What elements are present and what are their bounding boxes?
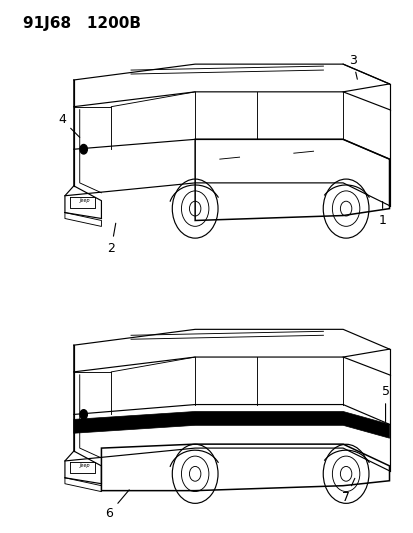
- Circle shape: [80, 410, 87, 419]
- Text: 1: 1: [378, 201, 386, 227]
- Text: 4: 4: [58, 113, 80, 138]
- Text: 5: 5: [381, 385, 389, 422]
- Text: 2: 2: [107, 223, 116, 255]
- Circle shape: [80, 144, 87, 154]
- Text: 6: 6: [105, 490, 129, 520]
- Polygon shape: [74, 411, 389, 438]
- Text: 3: 3: [348, 54, 356, 79]
- Text: Jeep: Jeep: [79, 198, 90, 203]
- Text: Jeep: Jeep: [79, 463, 90, 469]
- Text: 91J68   1200B: 91J68 1200B: [23, 16, 141, 31]
- Text: 7: 7: [341, 478, 354, 504]
